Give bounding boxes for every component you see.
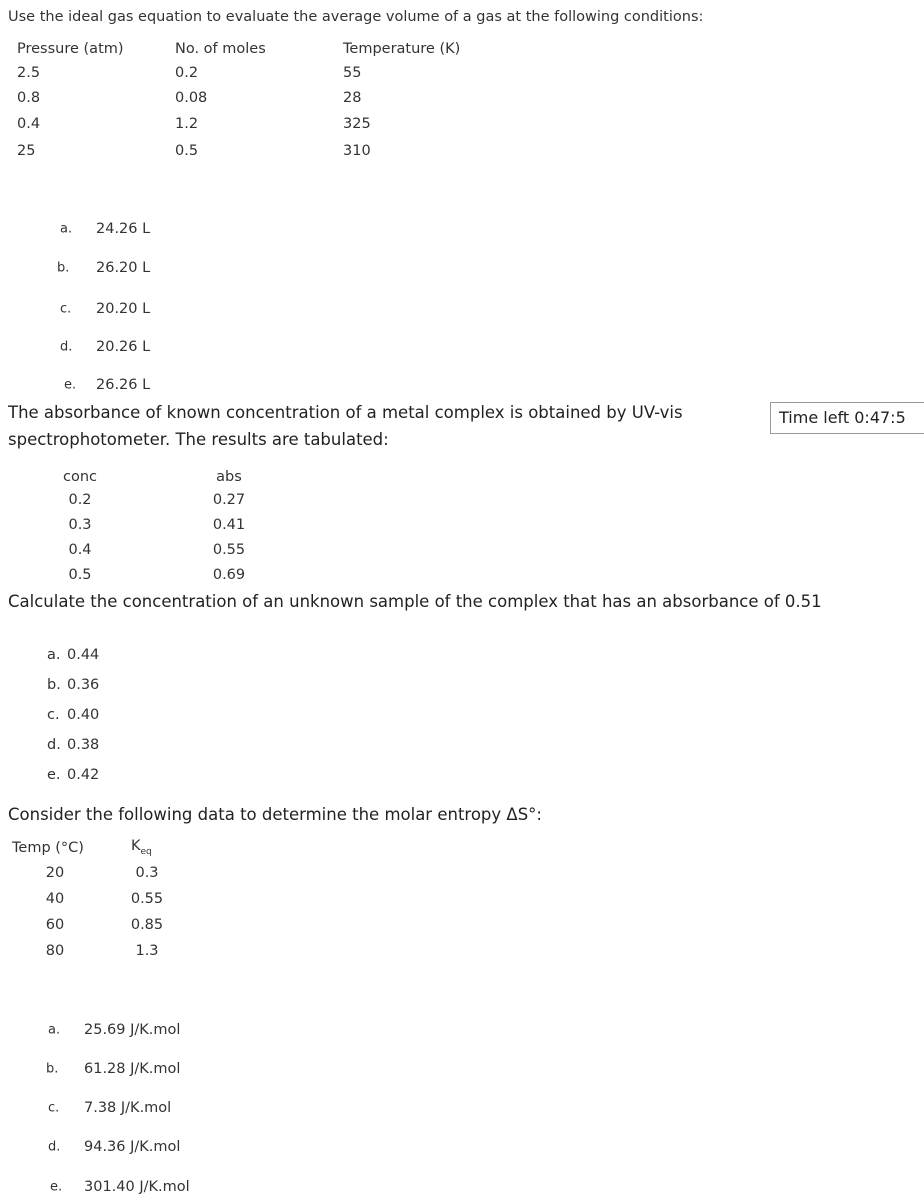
option-letter: b. [57, 260, 70, 276]
option-letter: a. [47, 646, 61, 663]
table-header: Temperature (K) [343, 40, 461, 57]
question-prompt: The absorbance of known concentration of… [8, 402, 683, 422]
table-cell: 1.3 [135, 942, 159, 959]
table-header: Pressure (atm) [17, 40, 124, 57]
option-text: 25.69 J/K.mol [84, 1021, 181, 1038]
table-cell: 0.3 [68, 516, 92, 533]
table-cell: 0.5 [68, 566, 92, 583]
table-header: conc [62, 468, 98, 485]
table-cell: 0.4 [17, 115, 41, 132]
option-text: 26.26 L [96, 376, 151, 393]
table-cell: 20 [45, 864, 65, 881]
timer: Time left 0:47:5 [770, 402, 924, 434]
table-header: Temp (°C) [12, 839, 84, 856]
table-cell: 0.55 [130, 890, 164, 907]
table-header: No. of moles [175, 40, 266, 57]
option-letter: d. [48, 1139, 61, 1155]
option-text: 0.36 [67, 676, 100, 693]
table-cell: 0.85 [130, 916, 164, 933]
table-cell: 310 [343, 142, 371, 159]
option-text: 26.20 L [96, 259, 151, 276]
question-prompt: Use the ideal gas equation to evaluate t… [8, 8, 704, 25]
table-cell: 0.08 [175, 89, 208, 106]
table-cell: 0.8 [17, 89, 41, 106]
option-text: 0.38 [67, 736, 100, 753]
option-letter: d. [47, 736, 61, 753]
option-text: 0.40 [67, 706, 100, 723]
option-letter: e. [47, 766, 61, 783]
option-letter: e. [50, 1179, 63, 1195]
table-cell: 0.2 [175, 64, 199, 81]
option-letter: e. [64, 377, 77, 393]
option-letter: a. [48, 1022, 61, 1038]
option-text: 94.36 J/K.mol [84, 1138, 181, 1155]
option-letter: c. [60, 301, 72, 317]
option-letter: b. [46, 1061, 59, 1077]
table-cell: 0.4 [68, 541, 92, 558]
table-cell: 25 [17, 142, 36, 159]
table-cell: 0.5 [175, 142, 199, 159]
table-cell: 55 [343, 64, 362, 81]
option-letter: d. [60, 339, 73, 355]
table-cell: 80 [45, 942, 65, 959]
option-text: 301.40 J/K.mol [84, 1178, 190, 1195]
option-text: 0.44 [67, 646, 100, 663]
table-cell: 2.5 [17, 64, 41, 81]
option-text: 20.20 L [96, 300, 151, 317]
table-cell: 28 [343, 89, 362, 106]
table-cell: 325 [343, 115, 371, 132]
table-cell: 0.55 [212, 541, 246, 558]
question-prompt: spectrophotometer. The results are tabul… [8, 429, 389, 449]
question-text: Calculate the concentration of an unknow… [8, 591, 822, 611]
table-cell: 60 [45, 916, 65, 933]
symbol: K [131, 838, 141, 855]
question-prompt: Consider the following data to determine… [8, 804, 542, 824]
option-text: 7.38 J/K.mol [84, 1099, 172, 1116]
table-cell: 0.69 [212, 566, 246, 583]
subscript: eq [140, 846, 152, 857]
option-text: 24.26 L [96, 220, 151, 237]
option-letter: c. [47, 706, 60, 723]
table-cell: 1.2 [175, 115, 199, 132]
table-cell: 0.2 [68, 491, 92, 508]
option-letter: c. [48, 1100, 60, 1116]
option-letter: b. [47, 676, 61, 693]
table-cell: 0.27 [212, 491, 246, 508]
option-text: 20.26 L [96, 338, 151, 355]
option-text: 0.42 [67, 766, 100, 783]
option-text: 61.28 J/K.mol [84, 1060, 181, 1077]
option-letter: a. [60, 221, 73, 237]
table-cell: 40 [45, 890, 65, 907]
table-header: abs [216, 468, 242, 485]
table-header: Keq [131, 839, 152, 857]
table-cell: 0.41 [212, 516, 246, 533]
table-cell: 0.3 [135, 864, 159, 881]
